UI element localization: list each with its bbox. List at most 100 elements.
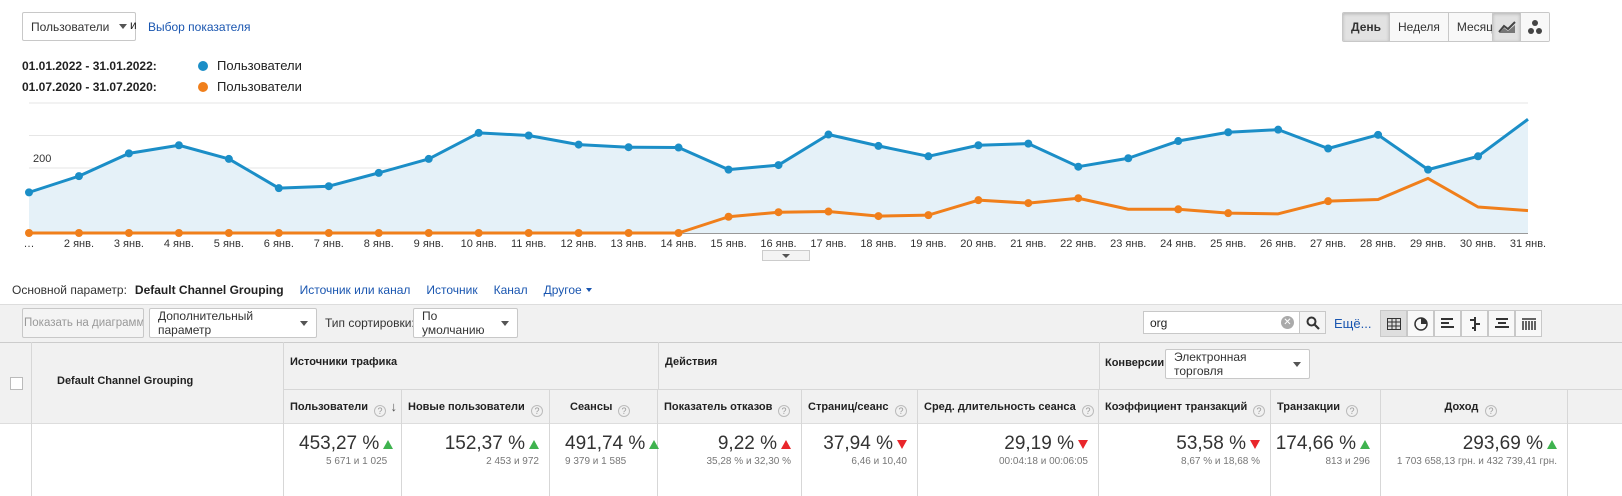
help-icon[interactable]: ? — [1485, 405, 1497, 417]
column-header-revenue[interactable]: Доход? — [1381, 390, 1568, 423]
line-chart-icon[interactable] — [1493, 13, 1521, 41]
data-point — [25, 188, 33, 197]
data-point — [1124, 154, 1133, 163]
help-icon[interactable]: ? — [778, 405, 790, 417]
search-button[interactable] — [1299, 311, 1326, 334]
collapse-chart-handle[interactable] — [762, 250, 810, 261]
dimension-medium[interactable]: Канал — [493, 283, 528, 297]
chart-type-switcher — [1492, 12, 1550, 42]
column-header-transactions[interactable]: Транзакции? — [1271, 390, 1381, 423]
data-point — [1224, 209, 1233, 218]
help-icon[interactable]: ? — [1253, 405, 1265, 417]
column-header-label: Новые пользователи — [408, 401, 525, 413]
data-point — [1074, 194, 1083, 203]
help-icon[interactable]: ? — [895, 405, 907, 417]
bar-view-icon[interactable] — [1434, 310, 1461, 337]
select-all-col — [0, 342, 32, 496]
change-percent: 152,37 % — [444, 433, 525, 454]
motion-chart-icon[interactable] — [1521, 13, 1549, 41]
view-switcher — [1380, 310, 1542, 337]
help-icon[interactable]: ? — [1346, 405, 1358, 417]
x-tick-label: … — [24, 238, 35, 250]
column-header-pages-per-session[interactable]: Страниц/сеанс? — [802, 390, 918, 423]
data-point — [224, 229, 233, 237]
pie-view-icon[interactable] — [1407, 310, 1434, 337]
change-value-wrap: 453,27 % — [299, 433, 394, 455]
trend-down-icon — [1078, 439, 1088, 449]
compared-values: 00:04:18 и 00:06:05 — [999, 456, 1088, 467]
legend-date-range: 01.01.2022 - 31.01.2022: — [22, 58, 157, 73]
conversion-select[interactable]: Электронная торговля — [1165, 349, 1310, 379]
column-header-label: Сеансы — [570, 401, 613, 413]
secondary-dimension-select[interactable]: Дополнительный параметр — [149, 308, 317, 338]
term-cloud-icon[interactable] — [1488, 310, 1515, 337]
search-input-value: org — [1150, 316, 1168, 330]
more-link[interactable]: Ещё... — [1334, 316, 1372, 331]
data-point — [874, 212, 883, 221]
x-tick-label: 19 янв. — [910, 238, 946, 250]
divider — [1099, 342, 1100, 390]
trend-down-icon — [897, 439, 907, 449]
totals-dim-cell — [32, 423, 284, 496]
choose-metric-link[interactable]: Выбор показателя — [148, 20, 251, 34]
dimension-source-medium[interactable]: Источник или канал — [299, 283, 411, 297]
compared-values: 6,46 и 10,40 — [851, 456, 907, 467]
legend-series-label: Пользователи — [217, 79, 302, 94]
pivot-view-icon[interactable] — [1515, 310, 1542, 337]
help-icon[interactable]: ? — [1082, 405, 1094, 417]
data-point — [674, 143, 683, 152]
trend-down-icon — [1250, 439, 1260, 449]
column-header-new-users[interactable]: Новые пользователи? — [402, 390, 550, 423]
totals-cell-users: 453,27 % 5 671 и 1 025 — [284, 423, 402, 496]
table-view-icon[interactable] — [1380, 310, 1407, 337]
sort-select[interactable]: По умолчанию — [413, 308, 518, 338]
help-icon-wrap: ? — [1340, 401, 1358, 419]
totals-cell-avg-session-duration: 29,19 % 00:04:18 и 00:06:05 — [918, 423, 1099, 496]
help-icon[interactable]: ? — [618, 405, 630, 417]
plot-rows-button[interactable]: Показать на диаграмме — [22, 308, 144, 338]
dimension-header-label[interactable]: Default Channel Grouping — [57, 375, 194, 387]
data-point — [25, 229, 33, 237]
period-day-button[interactable]: День — [1343, 13, 1390, 41]
data-point — [524, 229, 533, 237]
legend-row-1: 01.01.2022 - 31.01.2022: Пользователи — [22, 58, 302, 73]
period-week-button[interactable]: Неделя — [1390, 13, 1449, 41]
data-point — [1174, 137, 1183, 146]
search-input[interactable]: org ✕ — [1143, 311, 1300, 334]
trend-up-icon — [781, 439, 791, 449]
data-point — [1424, 165, 1433, 174]
help-icon[interactable]: ? — [374, 405, 386, 417]
comparison-view-icon[interactable] — [1461, 310, 1488, 337]
x-tick-label: 14 янв. — [660, 238, 696, 250]
column-header-sessions[interactable]: Сеансы? — [550, 390, 658, 423]
help-icon[interactable]: ? — [531, 405, 543, 417]
data-point — [224, 154, 233, 163]
data-point — [474, 229, 483, 237]
column-header-users[interactable]: Пользователи? ↓ — [284, 390, 402, 423]
data-point — [824, 207, 833, 216]
data-point — [174, 229, 183, 237]
data-point — [624, 143, 633, 152]
metric-select[interactable]: Пользователи — [22, 12, 137, 41]
y-tick-label: 200 — [33, 153, 51, 165]
dimension-source[interactable]: Источник — [426, 283, 478, 297]
column-header-avg-session-duration[interactable]: Сред. длительность сеанса? — [918, 390, 1099, 423]
data-point — [924, 211, 933, 220]
column-header-bounce-rate[interactable]: Показатель отказов? — [658, 390, 802, 423]
x-tick-label: 4 янв. — [164, 238, 194, 250]
dimension-other[interactable]: Другое — [543, 283, 582, 297]
sort-desc-icon[interactable]: ↓ — [390, 399, 398, 414]
column-header-label: Транзакции — [1277, 401, 1341, 413]
select-all-checkbox[interactable] — [10, 377, 23, 390]
data-point — [574, 140, 583, 149]
chevron-down-icon — [782, 253, 790, 258]
help-icon-wrap: ? — [889, 401, 907, 419]
data-point — [774, 208, 783, 217]
x-tick-label: 27 янв. — [1310, 238, 1346, 250]
conversion-select-value: Электронная торговля — [1174, 350, 1247, 378]
change-percent: 29,19 % — [1004, 433, 1074, 454]
column-header-transaction-rate[interactable]: Коэффициент транзакций? — [1099, 390, 1271, 423]
clear-icon[interactable]: ✕ — [1281, 316, 1294, 329]
dimension-bar: Основной параметр: Default Channel Group… — [12, 283, 592, 297]
data-point — [774, 161, 783, 170]
